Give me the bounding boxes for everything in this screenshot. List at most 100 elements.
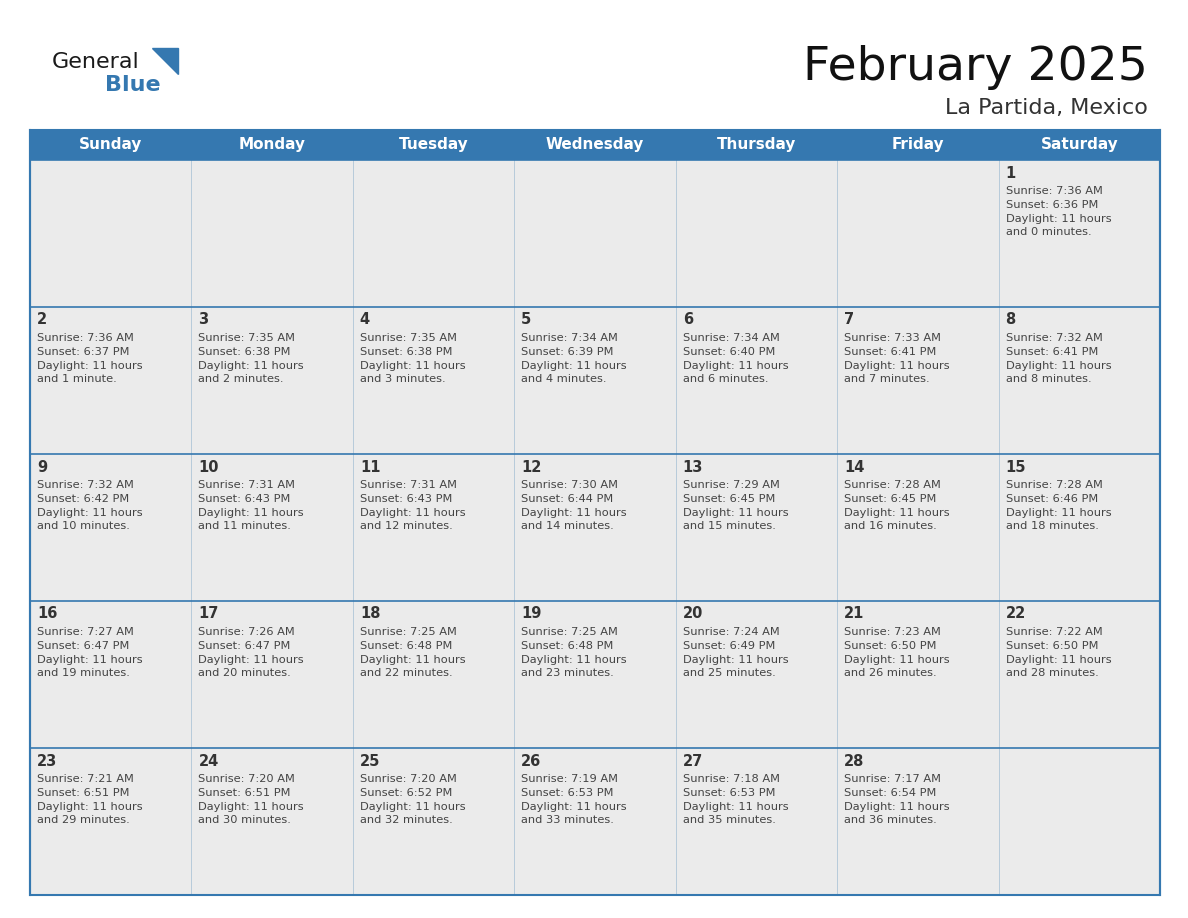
Text: 23: 23 bbox=[37, 754, 57, 768]
Text: 6: 6 bbox=[683, 312, 693, 328]
Text: Sunset: 6:42 PM: Sunset: 6:42 PM bbox=[37, 494, 129, 504]
Text: Daylight: 11 hours: Daylight: 11 hours bbox=[522, 361, 627, 371]
Text: Daylight: 11 hours: Daylight: 11 hours bbox=[198, 655, 304, 665]
Bar bbox=[353, 748, 514, 895]
Bar bbox=[353, 601, 514, 748]
Text: Sunrise: 7:29 AM: Sunrise: 7:29 AM bbox=[683, 480, 779, 490]
Text: Sunrise: 7:36 AM: Sunrise: 7:36 AM bbox=[1005, 186, 1102, 196]
Bar bbox=[191, 748, 353, 895]
Text: Daylight: 11 hours: Daylight: 11 hours bbox=[1005, 214, 1111, 224]
Text: February 2025: February 2025 bbox=[803, 46, 1148, 91]
Text: Sunrise: 7:32 AM: Sunrise: 7:32 AM bbox=[1005, 333, 1102, 343]
Text: and 12 minutes.: and 12 minutes. bbox=[360, 521, 453, 531]
Text: Daylight: 11 hours: Daylight: 11 hours bbox=[683, 361, 789, 371]
Text: 18: 18 bbox=[360, 607, 380, 621]
Text: Sunset: 6:50 PM: Sunset: 6:50 PM bbox=[1005, 641, 1098, 651]
Text: Sunrise: 7:34 AM: Sunrise: 7:34 AM bbox=[522, 333, 618, 343]
Text: 13: 13 bbox=[683, 460, 703, 475]
Bar bbox=[353, 307, 514, 454]
Bar bbox=[999, 601, 1159, 748]
Text: Sunset: 6:41 PM: Sunset: 6:41 PM bbox=[1005, 347, 1098, 357]
Text: Sunrise: 7:25 AM: Sunrise: 7:25 AM bbox=[360, 627, 456, 637]
Bar bbox=[30, 130, 1159, 160]
Bar bbox=[30, 130, 1159, 895]
Text: Daylight: 11 hours: Daylight: 11 hours bbox=[360, 655, 466, 665]
Text: Daylight: 11 hours: Daylight: 11 hours bbox=[845, 508, 949, 518]
Text: Sunrise: 7:28 AM: Sunrise: 7:28 AM bbox=[845, 480, 941, 490]
Text: 17: 17 bbox=[198, 607, 219, 621]
Text: and 22 minutes.: and 22 minutes. bbox=[360, 668, 453, 678]
Bar bbox=[30, 454, 191, 601]
Bar bbox=[191, 307, 353, 454]
Text: Sunrise: 7:17 AM: Sunrise: 7:17 AM bbox=[845, 774, 941, 784]
Text: Sunset: 6:37 PM: Sunset: 6:37 PM bbox=[37, 347, 129, 357]
Text: Sunset: 6:48 PM: Sunset: 6:48 PM bbox=[360, 641, 453, 651]
Text: and 1 minute.: and 1 minute. bbox=[37, 374, 116, 384]
Text: Daylight: 11 hours: Daylight: 11 hours bbox=[845, 361, 949, 371]
Text: 2: 2 bbox=[37, 312, 48, 328]
Text: Daylight: 11 hours: Daylight: 11 hours bbox=[37, 361, 143, 371]
Text: 20: 20 bbox=[683, 607, 703, 621]
Text: Sunrise: 7:27 AM: Sunrise: 7:27 AM bbox=[37, 627, 134, 637]
Text: and 26 minutes.: and 26 minutes. bbox=[845, 668, 937, 678]
Text: Sunset: 6:43 PM: Sunset: 6:43 PM bbox=[198, 494, 291, 504]
Bar bbox=[30, 748, 191, 895]
Text: Daylight: 11 hours: Daylight: 11 hours bbox=[683, 655, 789, 665]
Bar bbox=[838, 454, 999, 601]
Text: Sunset: 6:53 PM: Sunset: 6:53 PM bbox=[683, 788, 776, 798]
Text: Sunrise: 7:26 AM: Sunrise: 7:26 AM bbox=[198, 627, 295, 637]
Bar bbox=[353, 454, 514, 601]
Text: 3: 3 bbox=[198, 312, 209, 328]
Text: and 33 minutes.: and 33 minutes. bbox=[522, 815, 614, 825]
Text: Sunrise: 7:31 AM: Sunrise: 7:31 AM bbox=[198, 480, 296, 490]
Text: and 29 minutes.: and 29 minutes. bbox=[37, 815, 129, 825]
Text: Daylight: 11 hours: Daylight: 11 hours bbox=[198, 361, 304, 371]
Text: Daylight: 11 hours: Daylight: 11 hours bbox=[198, 508, 304, 518]
Bar bbox=[676, 454, 838, 601]
Text: and 8 minutes.: and 8 minutes. bbox=[1005, 374, 1092, 384]
Text: Daylight: 11 hours: Daylight: 11 hours bbox=[683, 508, 789, 518]
Bar bbox=[353, 160, 514, 307]
Bar bbox=[999, 160, 1159, 307]
Text: and 14 minutes.: and 14 minutes. bbox=[522, 521, 614, 531]
Text: 28: 28 bbox=[845, 754, 865, 768]
Text: Daylight: 11 hours: Daylight: 11 hours bbox=[37, 802, 143, 812]
Text: Daylight: 11 hours: Daylight: 11 hours bbox=[522, 802, 627, 812]
Text: General: General bbox=[52, 52, 140, 72]
Text: Sunset: 6:45 PM: Sunset: 6:45 PM bbox=[845, 494, 936, 504]
Text: and 2 minutes.: and 2 minutes. bbox=[198, 374, 284, 384]
Text: Sunrise: 7:20 AM: Sunrise: 7:20 AM bbox=[360, 774, 456, 784]
Text: La Partida, Mexico: La Partida, Mexico bbox=[946, 98, 1148, 118]
Text: Monday: Monday bbox=[239, 138, 305, 152]
Text: and 0 minutes.: and 0 minutes. bbox=[1005, 227, 1092, 237]
Text: and 20 minutes.: and 20 minutes. bbox=[198, 668, 291, 678]
Bar bbox=[838, 748, 999, 895]
Text: Daylight: 11 hours: Daylight: 11 hours bbox=[522, 655, 627, 665]
Text: Sunset: 6:40 PM: Sunset: 6:40 PM bbox=[683, 347, 775, 357]
Text: 10: 10 bbox=[198, 460, 219, 475]
Text: Sunset: 6:53 PM: Sunset: 6:53 PM bbox=[522, 788, 614, 798]
Text: Sunset: 6:46 PM: Sunset: 6:46 PM bbox=[1005, 494, 1098, 504]
Text: Blue: Blue bbox=[105, 75, 160, 95]
Text: Sunset: 6:44 PM: Sunset: 6:44 PM bbox=[522, 494, 613, 504]
Text: and 10 minutes.: and 10 minutes. bbox=[37, 521, 129, 531]
Text: Sunset: 6:45 PM: Sunset: 6:45 PM bbox=[683, 494, 775, 504]
Text: Sunrise: 7:20 AM: Sunrise: 7:20 AM bbox=[198, 774, 296, 784]
Text: Saturday: Saturday bbox=[1041, 138, 1118, 152]
Bar bbox=[838, 601, 999, 748]
Text: Sunrise: 7:35 AM: Sunrise: 7:35 AM bbox=[360, 333, 457, 343]
Text: 25: 25 bbox=[360, 754, 380, 768]
Text: and 36 minutes.: and 36 minutes. bbox=[845, 815, 937, 825]
Text: Daylight: 11 hours: Daylight: 11 hours bbox=[845, 655, 949, 665]
Text: Sunrise: 7:30 AM: Sunrise: 7:30 AM bbox=[522, 480, 618, 490]
Text: and 15 minutes.: and 15 minutes. bbox=[683, 521, 776, 531]
Text: Sunrise: 7:23 AM: Sunrise: 7:23 AM bbox=[845, 627, 941, 637]
Text: 16: 16 bbox=[37, 607, 57, 621]
Text: Daylight: 11 hours: Daylight: 11 hours bbox=[37, 655, 143, 665]
Text: and 18 minutes.: and 18 minutes. bbox=[1005, 521, 1099, 531]
Text: Sunrise: 7:19 AM: Sunrise: 7:19 AM bbox=[522, 774, 618, 784]
Text: Sunday: Sunday bbox=[80, 138, 143, 152]
Text: 26: 26 bbox=[522, 754, 542, 768]
Text: and 11 minutes.: and 11 minutes. bbox=[198, 521, 291, 531]
Polygon shape bbox=[152, 48, 178, 74]
